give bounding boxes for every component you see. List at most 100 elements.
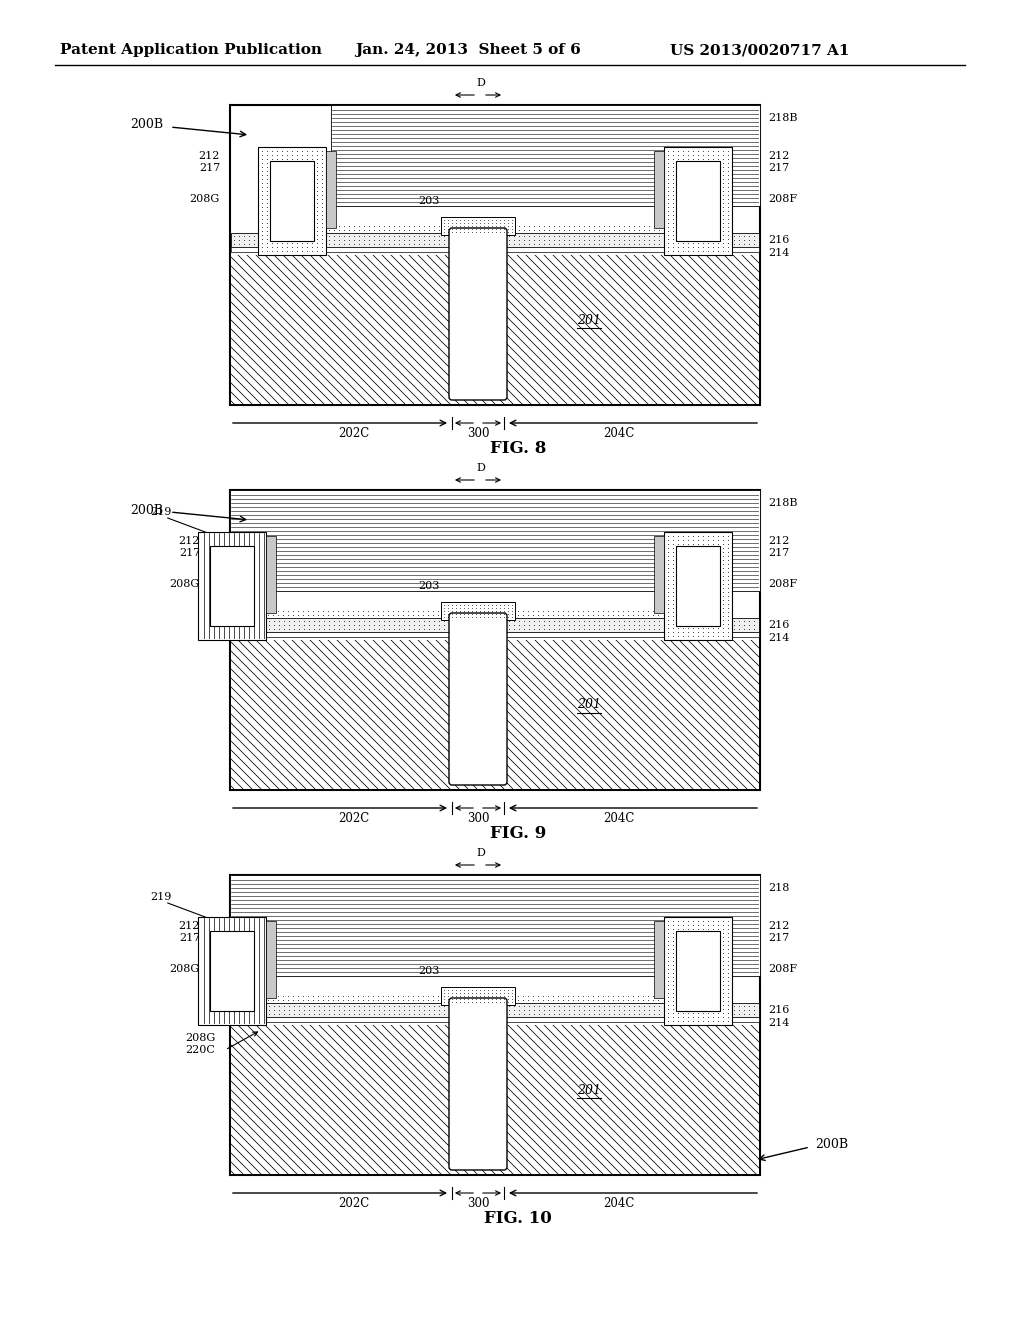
Text: FIG. 9: FIG. 9 [489,825,546,842]
Text: 202C: 202C [338,1197,370,1210]
Text: 208G: 208G [170,964,200,974]
Text: 201: 201 [577,314,601,326]
Text: 216: 216 [768,1005,790,1015]
Text: 300: 300 [467,812,489,825]
Text: 200B: 200B [815,1138,848,1151]
Text: 201: 201 [577,1084,601,1097]
Text: 214: 214 [768,248,790,257]
Text: 208G: 208G [170,579,200,589]
Text: 208F: 208F [768,964,797,974]
Text: 206: 206 [466,1064,490,1077]
Text: 219: 219 [150,507,171,517]
Text: 201: 201 [577,698,601,711]
Text: 300: 300 [467,1197,489,1210]
Text: D: D [476,847,485,858]
Text: 219: 219 [150,892,171,902]
Text: 206: 206 [466,293,490,306]
Bar [230,490,760,789]
Text: 217: 217 [768,548,790,558]
Text: Jan. 24, 2013  Sheet 5 of 6: Jan. 24, 2013 Sheet 5 of 6 [355,44,581,57]
Text: 202C: 202C [338,812,370,825]
Text: 206: 206 [466,678,490,692]
Text: 218B: 218B [768,498,798,508]
Bar [326,223,664,234]
Bar [210,931,254,1011]
Text: 220C: 220C [185,1045,215,1055]
Bar [231,255,759,404]
Text: 212: 212 [768,536,790,546]
Bar [230,490,760,591]
Text: 204C: 204C [603,1197,635,1210]
Text: 208F: 208F [768,194,797,205]
Text: 217: 217 [199,162,220,173]
Bar [654,536,664,612]
Bar [654,921,664,998]
Text: FIG. 10: FIG. 10 [484,1210,552,1228]
Text: 212: 212 [768,150,790,161]
Text: 203: 203 [419,195,440,206]
Bar [441,987,515,1005]
Text: Patent Application Publication: Patent Application Publication [60,44,322,57]
Bar [326,150,336,228]
Bar [231,640,759,789]
Bar [258,147,326,255]
Bar [676,161,720,242]
Text: 214: 214 [768,1018,790,1028]
Text: 216: 216 [768,235,790,246]
Text: US 2013/0020717 A1: US 2013/0020717 A1 [670,44,850,57]
FancyBboxPatch shape [449,998,507,1170]
Bar [664,917,732,1026]
Bar [230,875,760,1175]
Text: 203: 203 [419,966,440,975]
Text: 218: 218 [768,883,790,894]
Text: 208G: 208G [189,194,220,205]
Text: FIG. 8: FIG. 8 [489,440,546,457]
Bar [266,921,276,998]
Text: 216: 216 [768,620,790,630]
Bar [231,234,759,247]
Bar [230,875,760,975]
Bar [198,917,266,1026]
FancyBboxPatch shape [449,228,507,400]
Bar [664,147,732,255]
Bar [654,150,664,228]
FancyBboxPatch shape [449,612,507,785]
Text: 208F: 208F [768,579,797,589]
Text: D: D [476,78,485,88]
Text: 217: 217 [768,933,790,942]
Bar [266,536,276,612]
Text: 202C: 202C [338,426,370,440]
Text: 200B: 200B [130,503,163,516]
Bar [231,1016,759,1022]
Bar [231,618,759,632]
Text: 204C: 204C [603,426,635,440]
Bar [231,632,759,638]
Text: 212: 212 [178,921,200,931]
Bar [441,602,515,620]
Text: 204C: 204C [603,812,635,825]
Bar [230,993,664,1003]
Bar [230,106,760,405]
Bar [676,546,720,626]
Bar [231,1003,759,1016]
Text: 217: 217 [179,933,200,942]
Bar [231,1026,759,1173]
Text: 200B: 200B [130,119,163,132]
Bar [676,931,720,1011]
Bar [210,546,254,626]
Bar [441,216,515,235]
Text: 214: 214 [768,634,790,643]
Bar [270,161,314,242]
Bar [230,609,664,618]
Text: 208G: 208G [184,1034,215,1043]
Text: 212: 212 [178,536,200,546]
Bar [231,247,759,252]
Text: D: D [476,463,485,473]
Bar [198,532,266,640]
Text: 212: 212 [768,921,790,931]
Text: 217: 217 [768,162,790,173]
Text: 218B: 218B [768,114,798,123]
Text: 300: 300 [467,426,489,440]
Bar [664,532,732,640]
Text: 203: 203 [419,581,440,591]
